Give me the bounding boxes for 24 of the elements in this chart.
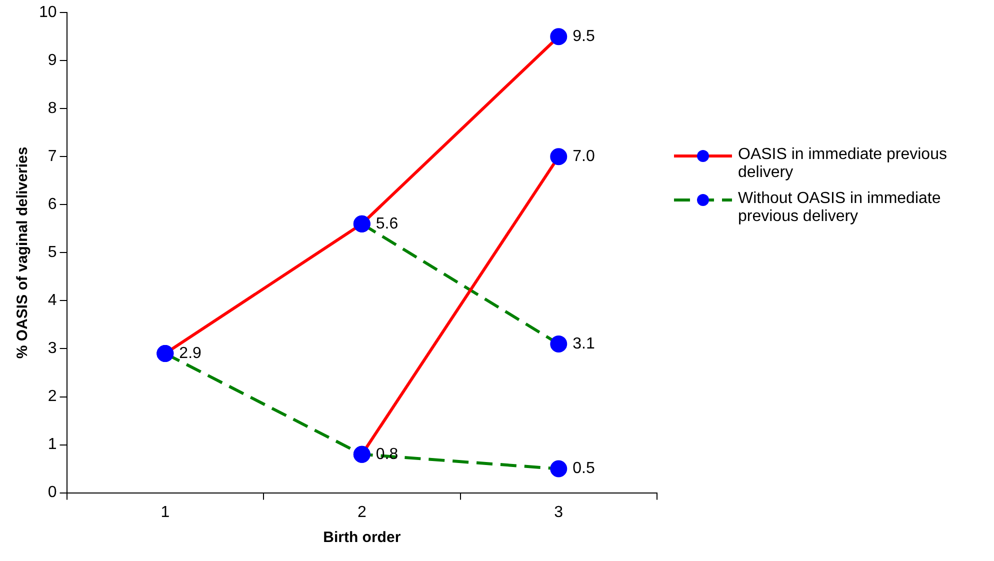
y-tick-label: 4: [48, 292, 57, 310]
data-label: 5.6: [376, 215, 398, 232]
data-label: 7.0: [572, 148, 595, 166]
x-axis-title: Birth order: [323, 529, 401, 546]
y-axis-title: % OASIS of vaginal deliveries: [14, 146, 32, 359]
y-tick-label: 10: [39, 4, 57, 22]
data-label: 2.9: [179, 344, 202, 362]
y-tick-label: 8: [48, 100, 57, 118]
legend-label: Without OASIS in immediate previous delivery: [738, 190, 942, 226]
y-tick-label: 7: [48, 148, 57, 166]
x-tick-label: 3: [554, 504, 564, 521]
y-tick-label: 0: [48, 484, 57, 502]
x-tick-label: 2: [357, 504, 366, 521]
y-tick-label: 3: [48, 340, 57, 358]
y-tick-label: 2: [48, 388, 57, 406]
data-label: 0.5: [572, 460, 595, 478]
x-tick-label: 1: [160, 504, 170, 521]
y-tick-label: 9: [48, 52, 57, 70]
legend-label: OASIS in immediate previous delivery: [738, 146, 948, 182]
y-tick-label: 1: [48, 436, 57, 454]
data-label: 9.5: [572, 28, 595, 46]
data-label: 3.1: [572, 335, 595, 352]
y-tick-label: 5: [48, 244, 57, 262]
y-tick-label: 6: [48, 196, 57, 214]
